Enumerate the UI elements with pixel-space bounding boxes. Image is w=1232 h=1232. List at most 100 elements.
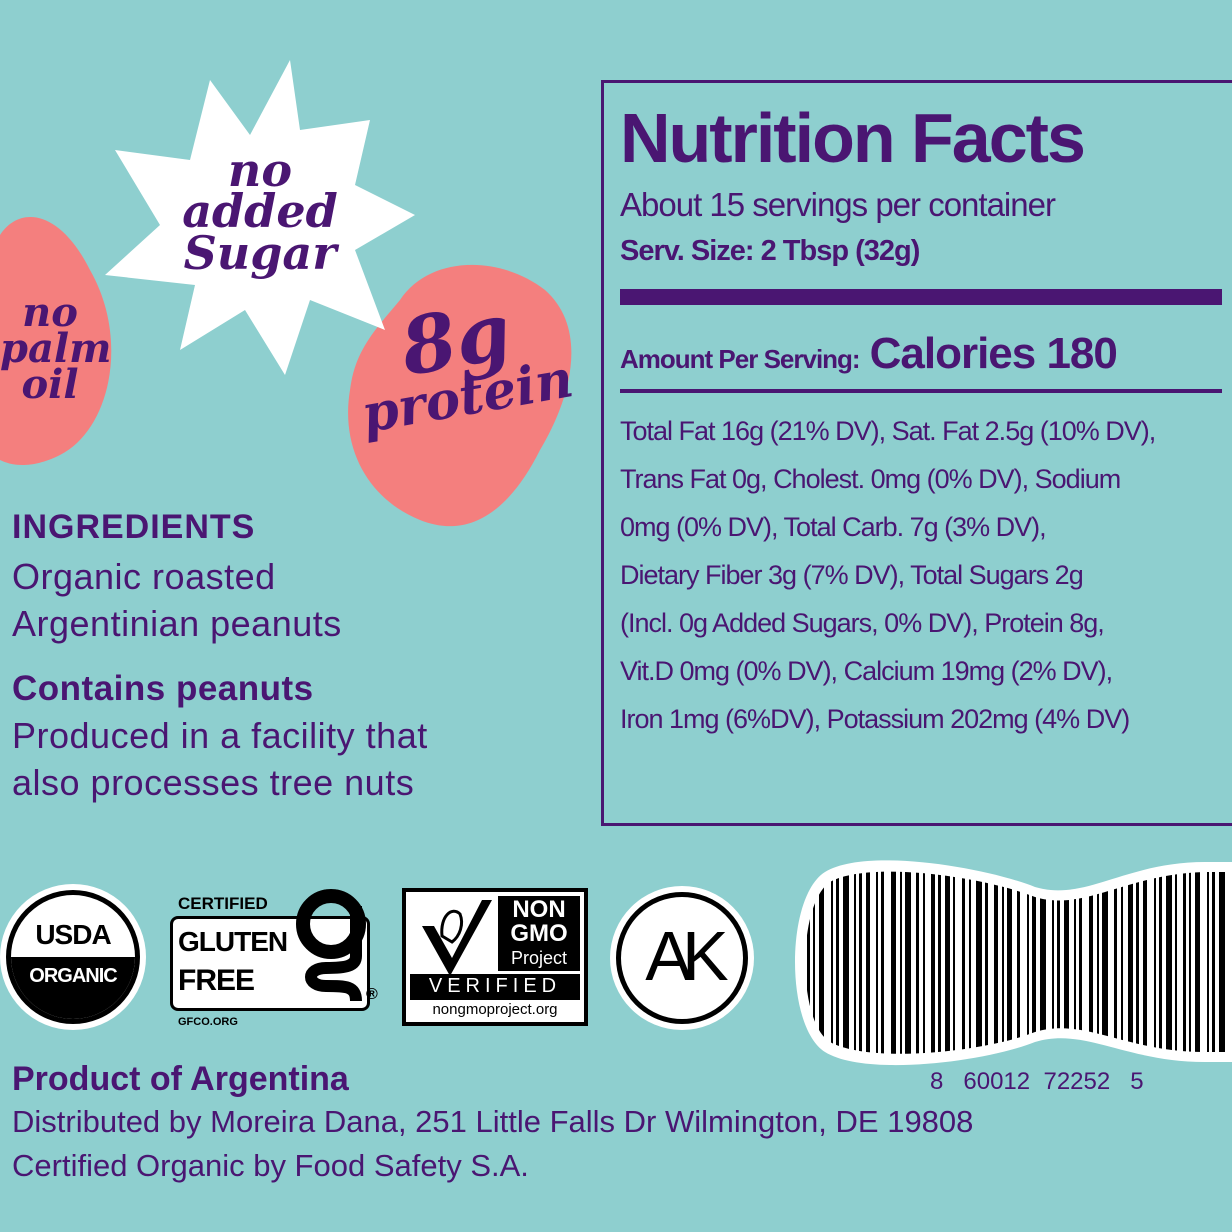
divider-thin bbox=[620, 389, 1222, 393]
barcode-bar bbox=[1002, 871, 1004, 1054]
barcode-bar bbox=[1027, 871, 1029, 1054]
barcode-bar bbox=[1121, 871, 1123, 1054]
ingredients-line: Argentinian peanuts bbox=[12, 603, 342, 644]
nutrient-line: Vit.D 0mg (0% DV), Calcium 19mg (2% DV), bbox=[620, 656, 1113, 686]
barcode-bar bbox=[1057, 871, 1060, 1054]
barcode-bar bbox=[994, 871, 998, 1054]
gluten-free-logo: CERTIFIED GLUTEN FREE ® GFCO.ORG bbox=[168, 886, 383, 1031]
gfco-url: GFCO.ORG bbox=[178, 1016, 238, 1028]
barcode-bar bbox=[1143, 871, 1147, 1054]
gluten-text: GLUTEN bbox=[178, 926, 288, 957]
divider-thick bbox=[620, 289, 1222, 305]
ingredients-heading: INGREDIENTS bbox=[12, 508, 256, 546]
gmo-text: GMO bbox=[510, 920, 568, 947]
barcode-bar bbox=[876, 871, 878, 1054]
barcode-bar bbox=[1175, 871, 1177, 1054]
project-text: Project bbox=[510, 948, 568, 968]
barcode-bar bbox=[969, 871, 971, 1054]
barcode-bar bbox=[1189, 871, 1191, 1054]
barcode-bar bbox=[836, 871, 839, 1054]
serving-size: Serv. Size: 2 Tbsp (32g) bbox=[620, 235, 920, 267]
barcode-bar bbox=[945, 871, 950, 1054]
barcode-bar bbox=[1052, 871, 1054, 1054]
allergen-line: Produced in a facility that bbox=[12, 715, 428, 756]
kosher-logo: AK bbox=[610, 886, 754, 1030]
barcode-bar bbox=[916, 871, 919, 1054]
palm-oil-badge: no palm oil bbox=[0, 289, 112, 408]
barcode-bars bbox=[807, 871, 1225, 1054]
servings-per-container: About 15 servings per container bbox=[620, 186, 1056, 223]
barcode-bar bbox=[1195, 871, 1200, 1054]
calories: Calories 180 bbox=[869, 329, 1118, 378]
barcode-bar bbox=[819, 871, 824, 1054]
barcode-bar bbox=[891, 871, 896, 1054]
non-text: NON bbox=[512, 896, 566, 923]
barcode-bar bbox=[859, 871, 862, 1054]
badge-text: Sugar bbox=[183, 225, 337, 280]
usda-text: USDA bbox=[35, 919, 111, 950]
distributor-info: Distributed by Moreira Dana, 251 Little … bbox=[12, 1104, 974, 1139]
badge-text: no bbox=[22, 289, 78, 336]
barcode-bar bbox=[923, 871, 925, 1054]
non-gmo-logo: NON GMO Project VERIFIED nongmoproject.o… bbox=[402, 888, 588, 1026]
no-added-sugar-badge: no added Sugar bbox=[160, 143, 360, 280]
barcode-bar bbox=[1040, 871, 1046, 1054]
barcode-bar bbox=[881, 871, 884, 1054]
nongmo-url: nongmoproject.org bbox=[432, 1001, 558, 1018]
barcode-bar bbox=[1114, 871, 1117, 1054]
barcode-bar bbox=[953, 871, 955, 1054]
barcode-bar bbox=[831, 871, 833, 1054]
barcode-bar bbox=[1017, 871, 1020, 1054]
barcode-bar bbox=[1183, 871, 1186, 1054]
barcode-bar bbox=[938, 871, 941, 1054]
nutrition-title: Nutrition Facts bbox=[620, 99, 1086, 177]
barcode-bar bbox=[1166, 871, 1172, 1054]
nutrient-line: Total Fat 16g (21% DV), Sat. Fat 2.5g (1… bbox=[620, 416, 1156, 446]
allergen-line: also processes tree nuts bbox=[12, 762, 415, 803]
protein-badge-shape bbox=[348, 264, 572, 527]
allergen-heading: Contains peanuts bbox=[12, 669, 314, 708]
registered-mark: ® bbox=[366, 986, 378, 1003]
badge-text: oil bbox=[21, 361, 79, 408]
barcode-number: 8 60012 72252 5 bbox=[930, 1068, 1144, 1096]
calories-row: Amount Per Serving: Calories 180 bbox=[620, 329, 1222, 379]
badge-text: palm bbox=[0, 325, 112, 372]
barcode-bar bbox=[1219, 871, 1225, 1054]
nutrient-line: Trans Fat 0g, Cholest. 0mg (0% DV), Sodi… bbox=[620, 464, 1121, 494]
barcode-bar bbox=[1007, 871, 1012, 1054]
amount-per-serving-label: Amount Per Serving: bbox=[620, 344, 861, 374]
barcode-bar bbox=[1074, 871, 1076, 1054]
barcode-bar bbox=[1097, 871, 1099, 1054]
barcode-digit-group: 60012 bbox=[963, 1068, 1031, 1095]
badge-text: no bbox=[227, 143, 293, 197]
barcode-digit-group: 8 bbox=[930, 1068, 944, 1095]
usda-organic-logo: USDA ORGANIC bbox=[0, 884, 146, 1030]
barcode-bar bbox=[854, 871, 856, 1054]
barcode-bar bbox=[1102, 871, 1108, 1054]
barcode-bar bbox=[1159, 871, 1162, 1054]
barcode-bar bbox=[1079, 871, 1082, 1054]
barcode-bar bbox=[1032, 871, 1036, 1054]
nutrition-facts-panel: Nutrition Facts About 15 servings per co… bbox=[601, 80, 1232, 826]
nutrient-line: (Incl. 0g Added Sugars, 0% DV), Protein … bbox=[620, 608, 1105, 638]
g-symbol-icon bbox=[296, 889, 366, 1002]
barcode-digit-group: 72252 bbox=[1043, 1068, 1111, 1095]
kosher-text: AK bbox=[645, 917, 728, 995]
barcode-bar bbox=[905, 871, 911, 1054]
barcode-bar bbox=[1089, 871, 1093, 1054]
barcode-digit-group: 5 bbox=[1130, 1068, 1144, 1095]
badge-shapes bbox=[0, 60, 572, 527]
nutrient-line: Dietary Fiber 3g (7% DV), Total Sugars 2… bbox=[620, 560, 1084, 590]
nutrient-line: 0mg (0% DV), Total Carb. 7g (3% DV), bbox=[620, 512, 1047, 542]
barcode-bar bbox=[976, 871, 982, 1054]
barcode-bar bbox=[1154, 871, 1156, 1054]
barcode-bar bbox=[843, 871, 849, 1054]
butterfly-checkmark-icon bbox=[422, 900, 492, 976]
barcode bbox=[795, 860, 1232, 1066]
organic-text: ORGANIC bbox=[29, 965, 117, 987]
product-origin: Product of Argentina bbox=[12, 1060, 349, 1098]
barcode-bar bbox=[813, 871, 815, 1054]
barcode-bar bbox=[1136, 871, 1139, 1054]
barcode-bar bbox=[807, 871, 810, 1054]
barcode-bar bbox=[1207, 871, 1209, 1054]
